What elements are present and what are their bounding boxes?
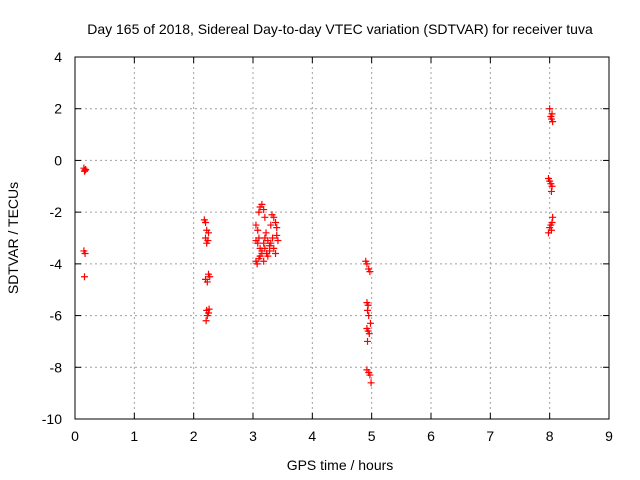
data-point <box>261 244 269 252</box>
x-tick-label: 2 <box>190 428 198 444</box>
data-point <box>255 208 263 216</box>
x-tick-label: 8 <box>546 428 554 444</box>
data-point <box>273 224 281 232</box>
data-point <box>366 371 374 379</box>
x-axis-label: GPS time / hours <box>287 457 394 473</box>
x-tick-label: 6 <box>427 428 435 444</box>
x-tick-label: 1 <box>130 428 138 444</box>
y-tick-label: 4 <box>54 49 62 65</box>
data-point <box>272 250 280 258</box>
data-point <box>365 312 373 320</box>
y-axis-ticks: 4 2 0 -2 -4 -6 -8 -10 <box>42 49 609 427</box>
data-point <box>363 260 371 268</box>
data-point <box>203 278 211 286</box>
data-point <box>261 213 269 221</box>
data-point <box>267 221 275 229</box>
x-tick-label: 4 <box>308 428 316 444</box>
data-point <box>254 239 262 247</box>
x-tick-label: 5 <box>368 428 376 444</box>
data-point <box>267 239 275 247</box>
y-axis-label: SDTVAR / TECUs <box>5 182 21 294</box>
data-point <box>80 273 88 281</box>
x-tick-label: 3 <box>249 428 257 444</box>
data-point <box>203 239 211 247</box>
data-point <box>549 213 557 221</box>
y-tick-label: -10 <box>42 411 62 427</box>
data-point <box>202 317 210 325</box>
data-point <box>82 165 90 173</box>
plot-frame <box>74 56 610 420</box>
data-point <box>549 118 557 126</box>
y-tick-label: -6 <box>50 308 63 324</box>
data-point <box>260 206 268 214</box>
y-tick-label: -2 <box>50 204 63 220</box>
data-point <box>205 305 213 313</box>
data-point <box>255 234 263 242</box>
data-points <box>80 105 557 387</box>
data-point <box>547 187 555 195</box>
data-point <box>263 250 271 258</box>
y-tick-label: -4 <box>50 256 63 272</box>
x-tick-label: 7 <box>486 428 494 444</box>
data-point <box>253 260 261 268</box>
data-point <box>252 221 260 229</box>
y-tick-label: -8 <box>50 359 63 375</box>
data-point <box>206 273 214 281</box>
data-point <box>269 234 277 242</box>
data-point <box>366 268 374 276</box>
data-point <box>258 200 266 208</box>
data-point <box>260 257 268 265</box>
data-point <box>203 312 211 320</box>
data-point <box>367 379 375 387</box>
data-point <box>548 110 556 118</box>
data-point <box>364 337 372 345</box>
x-tick-label: 0 <box>71 428 79 444</box>
data-point <box>546 105 554 113</box>
y-tick-label: 2 <box>54 101 62 117</box>
data-point <box>366 319 374 327</box>
data-point <box>202 218 210 226</box>
data-point <box>260 239 268 247</box>
data-point <box>547 226 555 234</box>
data-point <box>80 167 88 175</box>
grid <box>75 57 609 419</box>
data-point <box>270 244 278 252</box>
data-point <box>273 231 281 239</box>
x-tick-label: 9 <box>605 428 613 444</box>
data-point <box>274 237 282 245</box>
data-point <box>270 213 278 221</box>
data-point <box>81 250 89 258</box>
data-point <box>205 229 212 237</box>
data-point <box>254 226 262 234</box>
data-point <box>272 218 280 226</box>
chart-title: Day 165 of 2018, Sidereal Day-to-day VTE… <box>87 21 593 37</box>
data-point <box>262 229 270 237</box>
data-point <box>365 330 373 338</box>
data-point <box>364 306 372 314</box>
y-tick-label: 0 <box>54 152 62 168</box>
x-axis-ticks: 0 1 2 3 4 5 6 7 8 9 <box>71 57 613 444</box>
